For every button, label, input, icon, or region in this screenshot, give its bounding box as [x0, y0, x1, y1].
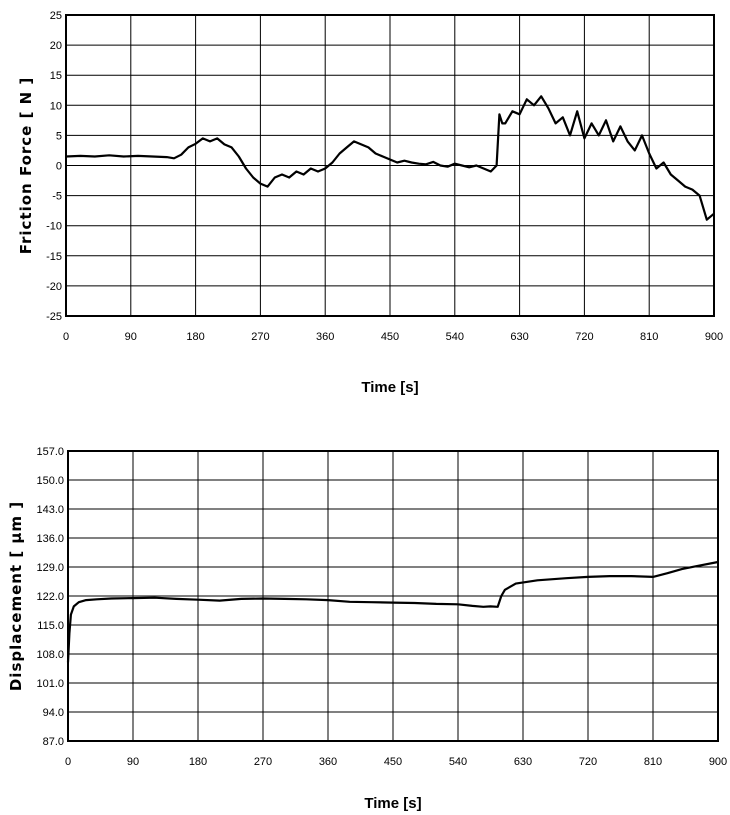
x-axis-title: Time [s]	[361, 379, 418, 396]
y-tick-label: 20	[50, 40, 62, 52]
y-tick-label: 94.0	[43, 707, 64, 719]
y-tick-label: 87.0	[43, 736, 64, 748]
series-line	[65, 95, 715, 221]
x-tick-label: 810	[640, 331, 658, 343]
y-tick-label: 5	[56, 130, 62, 142]
y-tick-label: 15	[50, 70, 62, 82]
x-tick-label: 270	[254, 756, 272, 768]
x-tick-label: 360	[316, 331, 334, 343]
y-tick-label: 101.0	[36, 678, 64, 690]
plot-frame	[65, 14, 715, 317]
x-tick-label: 900	[709, 756, 727, 768]
x-tick-label: 630	[510, 331, 528, 343]
x-tick-label: 540	[446, 331, 464, 343]
x-tick-label: 270	[251, 331, 269, 343]
x-tick-label: 0	[65, 756, 71, 768]
x-tick-label: 630	[514, 756, 532, 768]
x-tick-label: 450	[381, 331, 399, 343]
y-tick-label: 25	[50, 10, 62, 22]
x-tick-label: 810	[644, 756, 662, 768]
x-tick-label: 90	[127, 756, 139, 768]
y-tick-label: 157.0	[36, 446, 64, 458]
y-tick-label: -15	[46, 251, 62, 263]
chart-1: 0 90 180 270 360 450 540 630 720 810 900 25 20 15 10 5 0…	[17, 10, 723, 396]
y-tick-label: 143.0	[36, 504, 64, 516]
y-tick-label: -25	[46, 311, 62, 323]
y-tick-label: 129.0	[36, 562, 64, 574]
x-tick-label: 720	[575, 331, 593, 343]
y-axis-title: Displacement [ µm ]	[7, 501, 25, 691]
y-axis-title: Friction Force [ N ]	[17, 77, 35, 255]
y-tick-label: 136.0	[36, 533, 64, 545]
y-tick-label: 0	[56, 161, 62, 173]
x-tick-label: 0	[63, 331, 69, 343]
chart-2: 0 90 180 270 360 450 540 630 720 810 900 157.0 150.0…	[7, 446, 727, 812]
x-tick-label: 360	[319, 756, 337, 768]
x-tick-label: 540	[449, 756, 467, 768]
y-tick-label: 108.0	[36, 649, 64, 661]
y-tick-label: 115.0	[37, 620, 64, 632]
y-tick-label: 150.0	[36, 475, 64, 487]
x-tick-label: 720	[579, 756, 597, 768]
x-tick-label: 180	[186, 331, 204, 343]
y-tick-label: -20	[46, 281, 62, 293]
y-tick-label: 10	[50, 100, 62, 112]
y-tick-label: -5	[52, 191, 62, 203]
plot-frame	[67, 450, 719, 742]
y-tick-label: 122.0	[36, 591, 64, 603]
x-tick-label: 180	[189, 756, 207, 768]
series-line	[66, 560, 719, 663]
y-tick-label: -10	[46, 221, 62, 233]
x-tick-label: 900	[705, 331, 723, 343]
x-tick-label: 90	[125, 331, 137, 343]
x-tick-label: 450	[384, 756, 402, 768]
x-axis-title: Time [s]	[364, 795, 421, 812]
